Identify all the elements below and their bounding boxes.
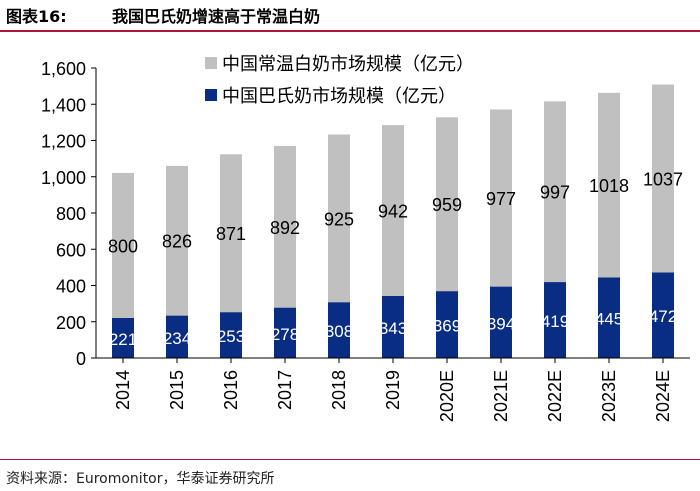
bar-pasteurized [274, 307, 296, 358]
y-tick-label: 200 [56, 313, 86, 333]
x-tick-label: 2015 [167, 370, 187, 410]
y-axis: 0 200 400 600 800 1,000 1,200 1,400 1,600 [41, 59, 97, 369]
data-label-ambient: 997 [540, 183, 570, 203]
data-label-ambient: 1018 [589, 176, 629, 196]
bars: 221 800 234 826 253 871 278 892 308 925 343 942 369 9… [108, 84, 683, 358]
x-tick-label: 2022E [545, 370, 565, 422]
legend: 中国常温白奶市场规模（亿元） 中国巴氏奶市场规模（亿元） [205, 54, 474, 107]
data-label-ambient: 826 [162, 232, 192, 252]
x-tick-label: 2019 [383, 370, 403, 410]
y-tick-label: 400 [56, 277, 86, 297]
source-note: 资料来源：Euromonitor，华泰证券研究所 [6, 471, 275, 487]
bar-pasteurized [382, 295, 404, 358]
x-axis: 2014 2015 2016 2017 2018 2019 2020E 2021E 2022E 2… [96, 357, 690, 422]
data-label-ambient: 925 [324, 209, 354, 229]
y-tick-label: 1,600 [41, 59, 86, 79]
legend-label-ambient: 中国常温白奶市场规模（亿元） [222, 54, 474, 75]
data-label-ambient: 942 [378, 201, 408, 221]
data-label-pasteurized: 445 [595, 310, 623, 329]
data-label-ambient: 959 [432, 195, 462, 215]
x-tick-label: 2021E [491, 370, 511, 422]
y-tick-label: 600 [56, 240, 86, 260]
bar-ambient [490, 109, 512, 287]
data-label-ambient: 1037 [643, 169, 683, 189]
x-tick-label: 2020E [437, 370, 457, 422]
bar-pasteurized [166, 315, 188, 358]
y-tick-label: 800 [56, 204, 86, 224]
figure-title: 我国巴氏奶增速高于常温白奶 [112, 7, 321, 26]
data-label-ambient: 800 [108, 236, 138, 256]
data-label-pasteurized: 253 [217, 327, 245, 346]
y-tick-label: 1,200 [41, 132, 86, 152]
data-label-pasteurized: 472 [649, 307, 677, 326]
bar-pasteurized [328, 302, 350, 358]
y-tick-label: 0 [76, 349, 86, 369]
bar-pasteurized [220, 312, 242, 358]
data-label-pasteurized: 343 [379, 319, 407, 338]
bar-pasteurized [112, 317, 134, 358]
y-tick-label: 1,400 [41, 95, 86, 115]
x-tick-label: 2014 [113, 370, 133, 410]
data-label-pasteurized: 221 [109, 330, 137, 349]
top-rule [0, 30, 700, 32]
data-label-pasteurized: 278 [271, 325, 299, 344]
bar-ambient [274, 145, 296, 308]
x-tick-label: 2016 [221, 370, 241, 410]
stacked-bar-chart: 0 200 400 600 800 1,000 1,200 1,400 1,600 221 800… [41, 54, 690, 422]
y-tick-label: 1,000 [41, 168, 86, 188]
bar-ambient [652, 84, 674, 273]
bar-ambient [166, 165, 188, 316]
bar-ambient [382, 125, 404, 296]
data-label-pasteurized: 369 [433, 317, 461, 336]
legend-swatch-ambient [205, 57, 217, 69]
bar-pasteurized [436, 291, 458, 358]
data-label-pasteurized: 234 [163, 329, 191, 348]
x-tick-label: 2018 [329, 370, 349, 410]
bar-pasteurized [652, 272, 674, 358]
bar-pasteurized [598, 277, 620, 358]
bar-ambient [328, 134, 350, 303]
legend-label-pasteurized: 中国巴氏奶市场规模（亿元） [222, 86, 456, 107]
data-label-pasteurized: 308 [325, 322, 353, 341]
data-label-pasteurized: 419 [541, 312, 569, 331]
x-tick-label: 2017 [275, 370, 295, 410]
bar-ambient [544, 101, 566, 283]
figure-label: 图表16: [6, 7, 67, 26]
data-label-ambient: 977 [486, 189, 516, 209]
x-tick-label: 2023E [599, 370, 619, 422]
bar-ambient [436, 117, 458, 292]
data-label-pasteurized: 394 [487, 314, 515, 333]
bar-ambient [220, 154, 242, 313]
bar-pasteurized [544, 282, 566, 358]
x-tick-label: 2024E [653, 370, 673, 422]
data-label-ambient: 892 [270, 218, 300, 238]
bar-ambient [598, 92, 620, 278]
legend-swatch-pasteurized [205, 89, 217, 101]
data-label-ambient: 871 [216, 224, 246, 244]
bar-pasteurized [490, 286, 512, 358]
bottom-rule [0, 459, 700, 460]
figure-header: 图表16: 我国巴氏奶增速高于常温白奶 [0, 0, 700, 28]
bar-ambient [112, 172, 134, 318]
